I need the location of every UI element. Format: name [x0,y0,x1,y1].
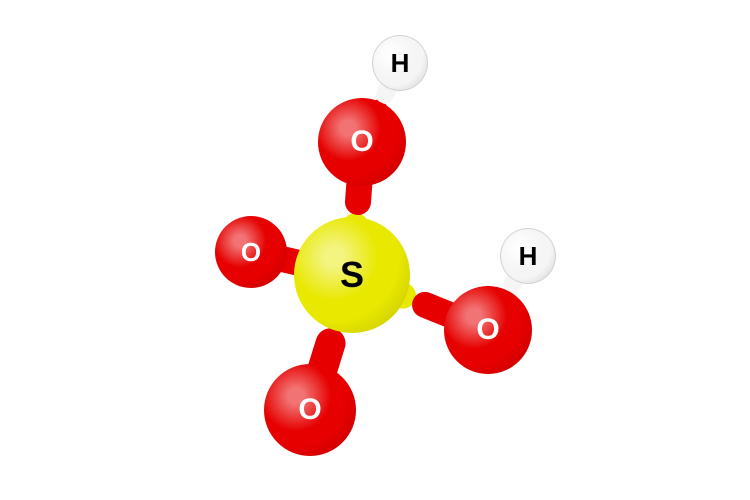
atom-H1: H [372,35,428,91]
atom-label-S: S [340,254,364,296]
atom-S: S [294,217,410,333]
atom-H2: H [500,228,556,284]
atom-label-O4: O [298,393,321,427]
atom-O2: O [215,216,287,288]
atom-label-O3: O [476,313,499,347]
atom-O3: O [444,286,532,374]
atom-label-H2: H [519,241,538,272]
atom-label-H1: H [391,48,410,79]
atom-O1: O [318,98,406,186]
atom-O4: O [264,364,356,456]
molecule-diagram: S O O O O H H [0,0,750,500]
atom-label-O1: O [350,125,373,159]
atom-label-O2: O [241,237,261,268]
